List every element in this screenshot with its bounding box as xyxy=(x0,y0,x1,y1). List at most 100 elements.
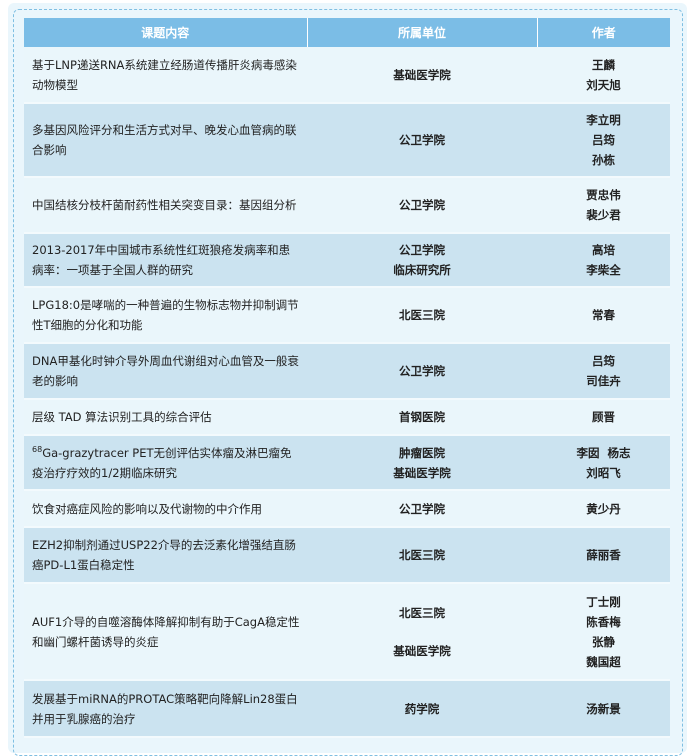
topic-cell: 68Ga-grazytracer PET无创评估实体瘤及淋巴瘤免疫治疗疗效的1/… xyxy=(24,435,307,491)
header-unit: 所属单位 xyxy=(307,18,538,47)
author-name: 丁士刚 xyxy=(586,594,621,609)
unit-name: 临床研究所 xyxy=(393,263,451,277)
header-authors: 作者 xyxy=(537,18,670,47)
topic-text: AUF1介导的自噬溶酶体降解抑制有助于CagA稳定性和幽门螺杆菌诱导的炎症 xyxy=(32,614,300,649)
unit-name: 北医三院 xyxy=(399,605,445,620)
topic-text: 基于LNP递送RNA系统建立经肠道传播肝炎病毒感染动物模型 xyxy=(32,57,297,92)
author-name: 高培 xyxy=(592,243,615,257)
authors-cell: 高培 李柴全 xyxy=(537,233,670,288)
research-topics-table: 课题内容 所属单位 作者 基于LNP递送RNA系统建立经肠道传播肝炎病毒感染动物… xyxy=(24,18,670,738)
unit-name: 基础医学院 xyxy=(393,465,451,480)
author-name: 刘昭飞 xyxy=(586,465,621,480)
unit-cell: 药学院 xyxy=(307,680,537,738)
unit-cell: 北医三院 xyxy=(307,287,537,344)
unit-cell: 肿瘤医院 基础医学院 xyxy=(307,435,537,491)
authors-cell: 吕筠 司佳卉 xyxy=(537,343,670,400)
author-name: 黄少丹 xyxy=(586,501,621,516)
table-row: 基于LNP递送RNA系统建立经肠道传播肝炎病毒感染动物模型 基础医学院 王麟刘天旭 xyxy=(24,47,670,104)
authors-cell: 丁士刚陈香梅张静魏国超 xyxy=(537,583,670,681)
topic-cell: 发展基于miRNA的PROTAC策略靶向降解Lin28蛋白并用于乳腺癌的治疗 xyxy=(24,680,307,738)
table-row: DNA甲基化时钟介导外周血代谢组对心血管及一般衰老的影响 公卫学院 吕筠司佳卉 xyxy=(24,343,670,400)
table-row: 2013-2017年中国城市系统性红斑狼疮发病率和患病率：一项基于全国人群的研究… xyxy=(24,233,670,288)
authors-cell: 顾晋 xyxy=(537,399,670,436)
topic-cell: DNA甲基化时钟介导外周血代谢组对心血管及一般衰老的影响 xyxy=(24,343,307,400)
table-header: 课题内容 所属单位 作者 xyxy=(24,18,670,47)
table-row: 发展基于miRNA的PROTAC策略靶向降解Lin28蛋白并用于乳腺癌的治疗 药学… xyxy=(24,680,670,738)
topic-text: EZH2抑制剂通过USP22介导的去泛素化增强结直肠癌PD-L1蛋白稳定性 xyxy=(32,538,296,572)
table-row: 多基因风险评分和生活方式对早、晚发心血管病的联合影响 公卫学院 李立明吕筠孙栋 xyxy=(24,103,670,178)
author-name: 汤新景 xyxy=(586,701,621,716)
topic-text: 层级 TAD 算法识别工具的综合评估 xyxy=(32,410,212,424)
topic-cell: AUF1介导的自噬溶酶体降解抑制有助于CagA稳定性和幽门螺杆菌诱导的炎症 xyxy=(24,583,307,681)
unit-name: 公卫学院 xyxy=(399,364,445,378)
authors-cell: 王麟 刘天旭 xyxy=(537,47,670,104)
author-name: 贾忠伟 xyxy=(586,188,621,202)
header-topic: 课题内容 xyxy=(24,18,308,47)
author-name: 魏国超 xyxy=(586,654,621,669)
authors-cell: 薛丽香 xyxy=(537,527,670,584)
author-name: 李囡 杨志 xyxy=(576,445,631,460)
unit-name: 基础医学院 xyxy=(393,67,451,82)
author-name: 吕筠 xyxy=(592,354,615,368)
unit-name: 公卫学院 xyxy=(399,198,445,212)
table-row: LPG18:0是哮喘的一种普遍的生物标志物并抑制调节性T细胞的分化和功能 北医三院… xyxy=(24,287,670,344)
table-row: 层级 TAD 算法识别工具的综合评估 首钢医院 顾晋 xyxy=(24,399,670,436)
unit-cell: 首钢医院 xyxy=(307,399,537,436)
topic-cell: EZH2抑制剂通过USP22介导的去泛素化增强结直肠癌PD-L1蛋白稳定性 xyxy=(24,527,307,584)
topic-text: DNA甲基化时钟介导外周血代谢组对心血管及一般衰老的影响 xyxy=(32,354,299,388)
unit-cell: 公卫学院 xyxy=(307,177,537,234)
unit-name: 北医三院 xyxy=(399,308,445,322)
author-name: 薛丽香 xyxy=(586,548,621,562)
author-name: 李立明 xyxy=(586,113,621,127)
unit-name: 药学院 xyxy=(404,701,440,716)
topic-text: LPG18:0是哮喘的一种普遍的生物标志物并抑制调节性T细胞的分化和功能 xyxy=(32,298,299,332)
unit-name: 公卫学院 xyxy=(399,501,445,516)
topic-cell: 基于LNP递送RNA系统建立经肠道传播肝炎病毒感染动物模型 xyxy=(24,47,307,104)
topic-cell: 多基因风险评分和生活方式对早、晚发心血管病的联合影响 xyxy=(24,103,307,178)
unit-cell: 公卫学院 xyxy=(307,490,537,528)
unit-cell: 北医三院 基础医学院 xyxy=(307,583,537,681)
unit-name: 基础医学院 xyxy=(393,643,451,658)
authors-cell: 贾忠伟 裴少君 xyxy=(537,177,670,234)
unit-cell: 公卫学院 xyxy=(307,103,537,178)
unit-cell: 公卫学院 xyxy=(307,343,537,400)
table-row: AUF1介导的自噬溶酶体降解抑制有助于CagA稳定性和幽门螺杆菌诱导的炎症北医三… xyxy=(24,583,670,681)
author-name: 李柴全 xyxy=(586,263,621,277)
author-name: 吕筠 xyxy=(592,133,615,147)
author-name: 常春 xyxy=(592,308,615,322)
unit-cell: 公卫学院 临床研究所 xyxy=(307,233,537,288)
authors-cell: 汤新景 xyxy=(537,680,670,738)
author-name: 刘天旭 xyxy=(586,77,621,92)
table-row: EZH2抑制剂通过USP22介导的去泛素化增强结直肠癌PD-L1蛋白稳定性 北医三… xyxy=(24,527,670,584)
unit-name: 公卫学院 xyxy=(399,133,445,147)
topic-text: 2013-2017年中国城市系统性红斑狼疮发病率和患病率：一项基于全国人群的研究 xyxy=(32,243,291,277)
topic-cell: LPG18:0是哮喘的一种普遍的生物标志物并抑制调节性T细胞的分化和功能 xyxy=(24,287,307,344)
authors-cell: 李囡 杨志 刘昭飞 xyxy=(537,435,670,491)
authors-cell: 常春 xyxy=(537,287,670,344)
authors-cell: 黄少丹 xyxy=(537,490,670,528)
table-row: 中国结核分枝杆菌耐药性相关突变目录：基因组分析 公卫学院 贾忠伟裴少君 xyxy=(24,177,670,234)
topic-superscript: 68 xyxy=(32,444,43,454)
author-name: 王麟 xyxy=(592,57,615,72)
unit-name: 首钢医院 xyxy=(399,410,445,424)
topic-cell: 饮食对癌症风险的影响以及代谢物的中介作用 xyxy=(24,490,307,528)
author-name: 顾晋 xyxy=(592,410,615,424)
author-name: 孙栋 xyxy=(592,153,615,167)
topic-text: 饮食对癌症风险的影响以及代谢物的中介作用 xyxy=(32,501,262,516)
author-name: 裴少君 xyxy=(586,208,621,222)
author-name: 陈香梅 xyxy=(586,614,621,629)
authors-cell: 李立明 吕筠 孙栋 xyxy=(537,103,670,178)
topic-cell: 2013-2017年中国城市系统性红斑狼疮发病率和患病率：一项基于全国人群的研究 xyxy=(24,233,307,288)
table-row: 饮食对癌症风险的影响以及代谢物的中介作用 公卫学院 黄少丹 xyxy=(24,490,670,528)
topic-cell: 层级 TAD 算法识别工具的综合评估 xyxy=(24,399,307,436)
unit-name: 肿瘤医院 xyxy=(399,445,445,460)
topic-text: 多基因风险评分和生活方式对早、晚发心血管病的联合影响 xyxy=(32,123,297,157)
author-name: 张静 xyxy=(592,634,615,649)
topic-text: Ga-grazytracer PET无创评估实体瘤及淋巴瘤免疫治疗疗效的1/2期… xyxy=(32,445,292,480)
unit-name: 北医三院 xyxy=(399,548,445,562)
table-row: 68Ga-grazytracer PET无创评估实体瘤及淋巴瘤免疫治疗疗效的1/… xyxy=(24,435,670,491)
unit-cell: 基础医学院 xyxy=(307,47,537,104)
unit-name: 公卫学院 xyxy=(399,243,445,257)
author-name: 司佳卉 xyxy=(586,374,621,388)
topic-cell: 中国结核分枝杆菌耐药性相关突变目录：基因组分析 xyxy=(24,177,307,234)
